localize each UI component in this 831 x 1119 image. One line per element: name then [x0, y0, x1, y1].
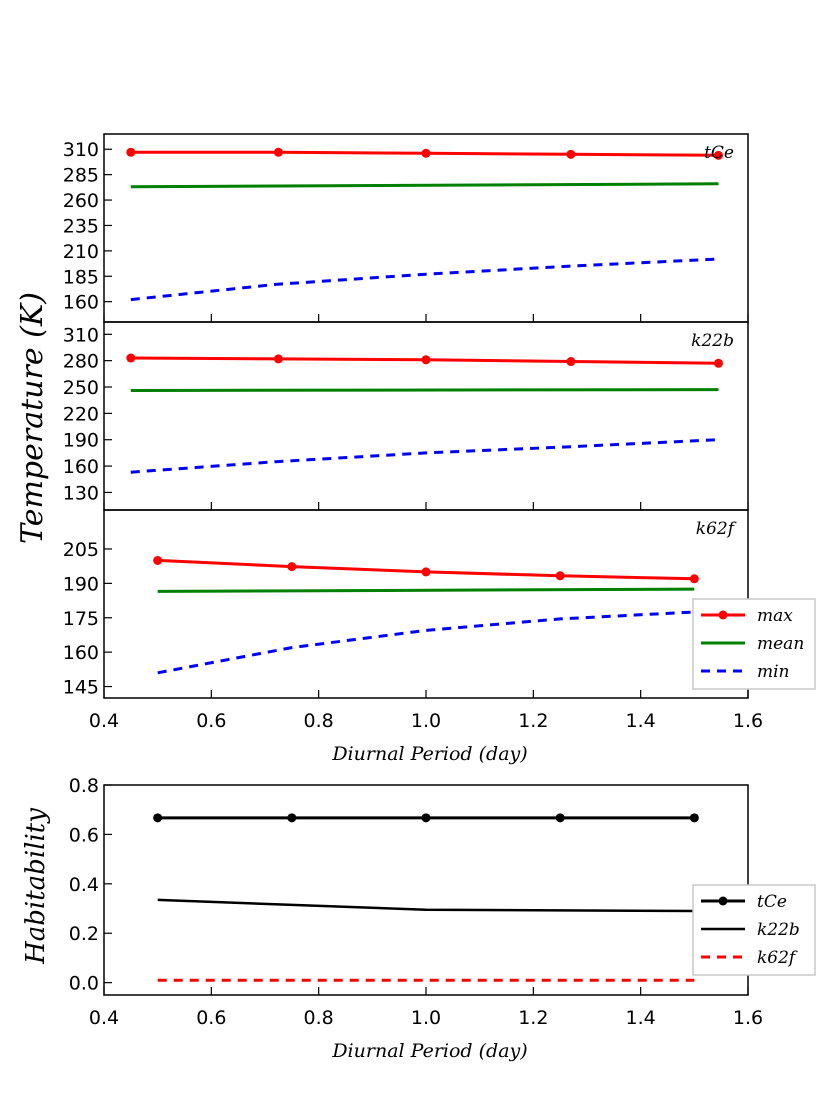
- marker-tCe-max: [713, 150, 723, 160]
- x-axis-label-k62f: Diurnal Period (day): [331, 743, 527, 765]
- panel-label-k22b: k22b: [691, 331, 734, 351]
- x-tick-label: 1.6: [733, 710, 763, 732]
- y-tick-label: 190: [63, 430, 99, 452]
- panel-k62f: 145 160 175 190 205 0.4 0.6 0.8 1.0 1.2 1.4 1.6 k62f…: [63, 509, 816, 765]
- legend-label-k22b: k22b: [757, 920, 800, 940]
- y-tick-label: 250: [63, 377, 99, 399]
- marker-k62f-max: [689, 574, 699, 584]
- series-k62f-min: [157, 610, 695, 675]
- marker-k22b-max: [566, 357, 576, 367]
- axes-frame-k22b: [103, 321, 749, 511]
- series-tCe-min: [130, 257, 719, 302]
- axes-frame-tCe: [103, 133, 749, 323]
- marker-k62f-max: [421, 567, 431, 577]
- y-tick-label: 185: [63, 266, 99, 288]
- x-tick-label: 1.2: [518, 710, 548, 732]
- marker-tCe-max: [566, 149, 576, 159]
- x-tick-label: 0.8: [304, 1007, 334, 1029]
- panel-k22b: 130 160 190 220 250 280 310 k22b: [63, 321, 749, 511]
- legend-label-tCe: tCe: [757, 892, 787, 912]
- y-tick-label: 0.2: [69, 923, 99, 945]
- series-k22b-min: [130, 438, 719, 474]
- marker-habitability-tCe: [555, 813, 565, 823]
- y-tick-label: 260: [63, 190, 99, 212]
- panel-tCe: 160 185 210 235 260 285 310 tCe: [63, 133, 749, 323]
- y-tick-label: 210: [63, 241, 99, 263]
- y-tick-label: 0.4: [69, 874, 99, 896]
- marker-tCe-max: [273, 147, 283, 157]
- marker-tCe-max: [126, 147, 136, 157]
- y-tick-label: 130: [63, 482, 99, 504]
- marker-habitability-tCe: [287, 813, 297, 823]
- series-k22b-mean: [130, 388, 719, 392]
- y-tick-label: 160: [63, 456, 99, 478]
- x-tick-label: 0.4: [89, 710, 119, 732]
- x-tick-label: 1.6: [733, 1007, 763, 1029]
- legend-label-mean: mean: [757, 634, 804, 654]
- panel-habitability: 0.0 0.2 0.4 0.6 0.8 0.4 0.6 0.8 1.0 1.2 1.4 1.6 Diur…: [21, 775, 816, 1062]
- marker-habitability-tCe: [153, 813, 163, 823]
- x-tick-label: 0.8: [304, 710, 334, 732]
- axes-frame-k62f: [103, 509, 749, 699]
- y-tick-label: 145: [63, 677, 99, 699]
- y-tick-label: 220: [63, 403, 99, 425]
- panel-label-k62f: k62f: [696, 519, 737, 539]
- marker-tCe-max: [421, 148, 431, 158]
- legend-marker-tCe: [718, 896, 728, 906]
- legend-label-max: max: [757, 606, 793, 626]
- x-axis-label-habitability: Diurnal Period (day): [331, 1040, 527, 1062]
- y-tick-label: 310: [63, 139, 99, 161]
- marker-habitability-tCe: [421, 813, 431, 823]
- marker-k22b-max: [273, 354, 283, 364]
- x-tick-label: 0.4: [89, 1007, 119, 1029]
- series-tCe-mean: [130, 182, 719, 189]
- series-habitability-k22b: [157, 898, 695, 913]
- series-k62f-mean: [157, 587, 695, 593]
- marker-k62f-max: [287, 562, 297, 572]
- legend-marker-max: [718, 610, 728, 620]
- marker-k62f-max: [555, 571, 565, 581]
- legend-label-min: min: [757, 662, 790, 682]
- y-tick-label: 175: [63, 608, 99, 630]
- marker-habitability-tCe: [689, 813, 699, 823]
- y-tick-label: 190: [63, 573, 99, 595]
- temperature-y-axis-label: Temperature (K): [15, 292, 50, 544]
- x-tick-label: 1.0: [411, 1007, 441, 1029]
- y-tick-label: 205: [63, 539, 99, 561]
- y-tick-label: 0.8: [69, 775, 99, 797]
- x-tick-label: 1.2: [518, 1007, 548, 1029]
- y-tick-label: 0.0: [69, 973, 99, 995]
- x-tick-label: 0.6: [196, 1007, 226, 1029]
- marker-k22b-max: [713, 358, 723, 368]
- y-tick-label: 285: [63, 165, 99, 187]
- x-tick-label: 1.4: [626, 1007, 656, 1029]
- x-tick-label: 1.0: [411, 710, 441, 732]
- marker-k22b-max: [126, 353, 136, 363]
- legend-label-k62f: k62f: [757, 948, 798, 968]
- y-tick-label: 280: [63, 351, 99, 373]
- marker-k62f-max: [153, 555, 163, 565]
- x-tick-label: 0.6: [196, 710, 226, 732]
- marker-k22b-max: [421, 355, 431, 365]
- panel-label-tCe: tCe: [704, 143, 734, 163]
- y-tick-label: 0.6: [69, 824, 99, 846]
- x-tick-label: 1.4: [626, 710, 656, 732]
- y-tick-label: 235: [63, 215, 99, 237]
- y-tick-label: 160: [63, 642, 99, 664]
- y-axis-label-habitability: Habitability: [21, 808, 51, 965]
- y-tick-label: 310: [63, 324, 99, 346]
- y-tick-label: 160: [63, 292, 99, 314]
